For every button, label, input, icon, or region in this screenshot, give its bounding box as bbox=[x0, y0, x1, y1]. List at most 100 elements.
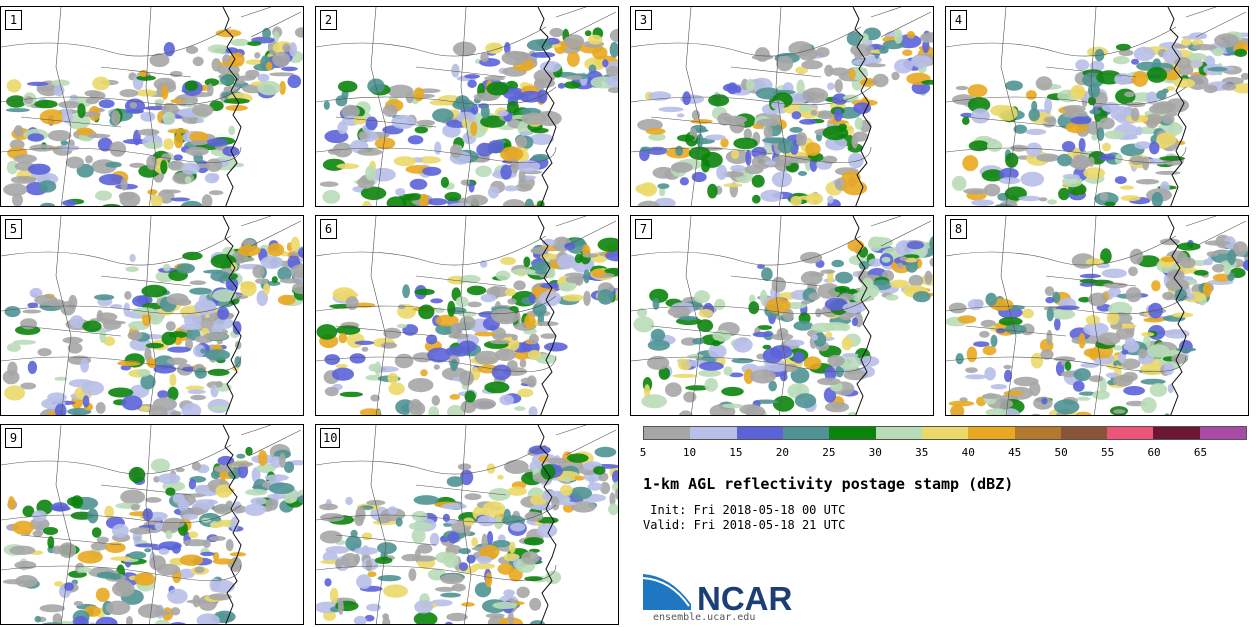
member-number-label: 6 bbox=[320, 219, 337, 239]
state-border bbox=[1, 355, 242, 372]
colorbar-tick-label: 50 bbox=[1054, 446, 1068, 459]
state-border bbox=[145, 425, 157, 624]
state-border bbox=[20, 534, 122, 546]
reflectivity-map bbox=[1, 216, 303, 415]
colorbar-tick-label: 55 bbox=[1100, 446, 1115, 459]
state-border bbox=[316, 26, 547, 57]
colorbar-tick-label: 40 bbox=[961, 446, 975, 459]
colorbar-tick-label: 20 bbox=[775, 446, 789, 459]
state-border bbox=[20, 116, 122, 128]
reflectivity-map bbox=[946, 216, 1248, 415]
state-border bbox=[880, 11, 932, 38]
state-border bbox=[565, 11, 617, 38]
state-border bbox=[1185, 7, 1217, 18]
state-border bbox=[370, 7, 387, 206]
state-border bbox=[1, 235, 232, 266]
state-border bbox=[650, 116, 752, 128]
state-border bbox=[240, 216, 272, 227]
colorbar-segment bbox=[875, 427, 922, 439]
state-border bbox=[965, 325, 1067, 337]
member-number-label: 9 bbox=[5, 428, 22, 448]
colorbar-segment bbox=[829, 427, 876, 439]
colorbar-tick-label: 5 bbox=[639, 446, 647, 459]
valid-time: Valid: Fri 2018-05-18 21 UTC bbox=[643, 518, 846, 532]
coastline bbox=[537, 216, 557, 415]
reflectivity-map bbox=[316, 425, 618, 624]
state-border bbox=[946, 86, 1187, 106]
state-border bbox=[965, 116, 1067, 128]
state-border bbox=[565, 220, 617, 247]
reflectivity-map bbox=[631, 216, 933, 415]
colorbar-tick-label: 15 bbox=[729, 446, 743, 459]
reflectivity-map bbox=[316, 7, 618, 206]
state-border bbox=[1195, 220, 1247, 247]
reflectivity-map bbox=[631, 7, 933, 206]
member-number-label: 7 bbox=[635, 219, 652, 239]
coastline bbox=[1167, 7, 1187, 206]
state-border bbox=[316, 235, 547, 266]
reflectivity-field bbox=[316, 236, 618, 415]
member-number-label: 8 bbox=[950, 219, 967, 239]
reflectivity-field bbox=[946, 234, 1248, 415]
init-time: Init: Fri 2018-05-18 00 UTC bbox=[643, 503, 846, 517]
state-border bbox=[1090, 7, 1102, 206]
colorbar-tick-label: 60 bbox=[1147, 446, 1161, 459]
state-border bbox=[775, 216, 787, 415]
state-border bbox=[240, 425, 272, 436]
state-border bbox=[730, 66, 822, 78]
state-border bbox=[100, 66, 192, 78]
reflectivity-map bbox=[316, 216, 618, 415]
state-border bbox=[870, 216, 902, 227]
state-border bbox=[316, 146, 557, 163]
state-border bbox=[775, 7, 787, 206]
reflectivity-field bbox=[951, 31, 1248, 206]
colorbar-tick-label: 45 bbox=[1008, 446, 1022, 459]
coastline bbox=[1167, 216, 1187, 415]
colorbar-segment bbox=[1060, 427, 1108, 439]
state-border bbox=[1000, 7, 1017, 206]
member-number-label: 10 bbox=[320, 428, 341, 448]
colorbar bbox=[643, 426, 1247, 440]
state-border bbox=[460, 216, 472, 415]
colorbar-segment bbox=[736, 427, 783, 439]
state-border bbox=[1195, 11, 1247, 38]
colorbar-segment bbox=[968, 427, 1015, 439]
colorbar-tick-label: 25 bbox=[822, 446, 836, 459]
state-border bbox=[1, 564, 242, 581]
state-border bbox=[316, 444, 547, 475]
state-border bbox=[460, 7, 472, 206]
site-url: ensemble.ucar.edu bbox=[653, 612, 756, 623]
colorbar-ticks: 5 10 15 20 25 30 35 40 45 50 55 60 65 bbox=[639, 446, 1247, 460]
state-border bbox=[100, 275, 192, 287]
colorbar-segment bbox=[1014, 427, 1061, 439]
reflectivity-map bbox=[946, 7, 1248, 206]
ensemble-member-panel: 4 bbox=[945, 6, 1249, 207]
state-border bbox=[415, 275, 507, 287]
state-border bbox=[946, 355, 1187, 372]
state-border bbox=[316, 504, 557, 524]
reflectivity-field bbox=[3, 26, 303, 206]
state-border bbox=[335, 534, 437, 546]
colorbar-segment bbox=[1153, 427, 1200, 439]
state-border bbox=[316, 295, 557, 315]
coastline bbox=[852, 7, 872, 206]
colorbar-tick-label: 30 bbox=[868, 446, 882, 459]
colorbar-segment bbox=[644, 427, 691, 439]
member-number-label: 4 bbox=[950, 10, 967, 30]
member-number-label: 5 bbox=[5, 219, 22, 239]
reflectivity-field bbox=[316, 445, 618, 624]
reflectivity-field bbox=[633, 236, 933, 415]
colorbar-segment bbox=[921, 427, 969, 439]
state-border bbox=[1185, 216, 1217, 227]
state-border bbox=[565, 429, 617, 456]
state-border bbox=[870, 7, 902, 18]
state-border bbox=[20, 325, 122, 337]
ensemble-member-panel: 6 bbox=[315, 215, 619, 416]
state-border bbox=[55, 216, 72, 415]
state-border bbox=[631, 295, 872, 315]
state-border bbox=[880, 220, 932, 247]
state-border bbox=[316, 564, 557, 581]
reflectivity-field bbox=[2, 236, 303, 415]
state-border bbox=[1, 295, 242, 315]
state-border bbox=[555, 425, 587, 436]
